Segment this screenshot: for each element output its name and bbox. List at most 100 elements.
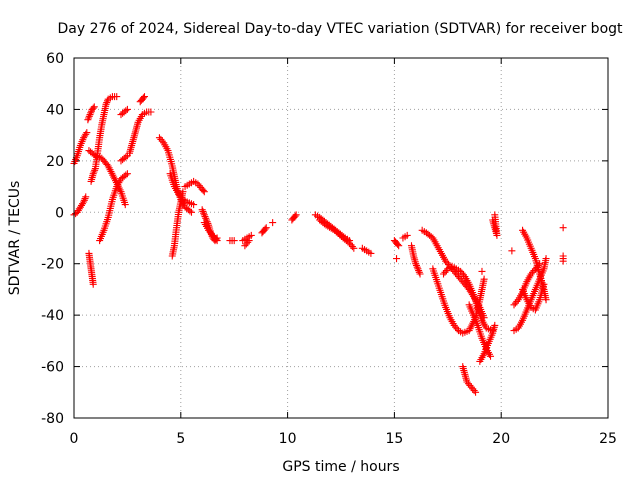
data-point [85, 112, 93, 120]
series-arc-15 [181, 177, 208, 196]
data-point [87, 107, 95, 115]
data-point [415, 267, 423, 275]
data-point [559, 257, 567, 265]
y-tick-label: 20 [46, 154, 64, 170]
y-tick-label: -80 [41, 411, 64, 427]
data-point [82, 193, 90, 201]
chart-title: Day 276 of 2024, Sidereal Day-to-day VTE… [57, 21, 623, 37]
data-point [367, 249, 375, 257]
data-point [491, 321, 499, 329]
series-arc-7 [96, 170, 131, 245]
data-point [198, 206, 206, 214]
x-tick-label: 5 [176, 431, 185, 447]
data-point [123, 170, 131, 178]
data-point [158, 137, 166, 145]
data-point [559, 224, 567, 232]
x-axis-label: GPS time / hours [282, 459, 399, 475]
data-point [123, 105, 131, 113]
series-arc-43 [519, 226, 550, 304]
data-point [90, 150, 98, 158]
data-point [89, 170, 97, 178]
series-arc-10 [126, 108, 155, 157]
grid-layer [74, 58, 608, 418]
data-point [472, 388, 480, 396]
data-point [269, 219, 277, 227]
y-tick-label: 40 [46, 102, 64, 118]
data-point [90, 168, 98, 176]
data-point [542, 255, 550, 263]
data-point [336, 231, 344, 239]
data-point [291, 212, 299, 220]
series-arc-27 [390, 237, 403, 250]
series-arc-33 [440, 262, 497, 335]
series-arc-8 [117, 105, 131, 119]
series-arc-36 [476, 321, 499, 365]
data-point [79, 200, 87, 208]
data-point [90, 103, 98, 111]
data-point [80, 198, 88, 206]
data-point [416, 270, 424, 278]
series-arc-28 [393, 255, 401, 263]
data-point [245, 237, 253, 245]
data-point [470, 387, 478, 395]
data-point [395, 242, 403, 250]
data-point [453, 325, 461, 333]
series-arc-30 [407, 242, 424, 278]
data-point [348, 243, 356, 251]
data-point [344, 238, 352, 246]
data-point [459, 271, 467, 279]
data-point [487, 352, 495, 360]
data-point [87, 109, 95, 117]
y-tick-label: 0 [55, 205, 64, 221]
data-point [199, 186, 207, 194]
series-arc-37 [478, 267, 486, 275]
series-arc-26 [358, 244, 375, 257]
series-arc-34 [459, 363, 480, 396]
data-point [121, 201, 129, 209]
x-tick-label: 25 [599, 431, 617, 447]
x-tick-label: 20 [492, 431, 510, 447]
data-point [91, 166, 99, 174]
tick-layer: 0 5 10 15 20 25 -80 -60 -40 -20 0 20 40 60 [41, 51, 617, 447]
y-tick-label: 60 [46, 51, 64, 67]
data-point [102, 100, 110, 108]
y-tick-label: -60 [41, 360, 64, 376]
data-point [412, 261, 420, 269]
data-point [86, 111, 94, 119]
data-point [292, 211, 300, 219]
data-point [103, 99, 111, 107]
data-point [350, 244, 358, 252]
series-arc-2 [70, 193, 90, 219]
data-point [201, 213, 209, 221]
data-point [147, 108, 155, 116]
series-arc-45 [559, 252, 567, 265]
data-point [331, 226, 339, 234]
data-point [212, 235, 220, 243]
data-point [202, 214, 210, 222]
data-point [394, 240, 402, 248]
data-point [412, 260, 420, 268]
data-point [491, 211, 499, 219]
data-point [478, 267, 486, 275]
series-arc-3 [84, 103, 98, 124]
data-point [200, 209, 208, 217]
data-point [179, 188, 187, 196]
data-point [187, 208, 195, 216]
data-point [139, 94, 147, 102]
data-point [403, 231, 411, 239]
x-tick-label: 15 [385, 431, 403, 447]
data-point [122, 107, 130, 115]
data-point [140, 93, 148, 101]
series-arc-11 [136, 93, 148, 106]
data-point [83, 129, 91, 137]
series-arc-25 [316, 216, 358, 252]
y-tick-label: -20 [41, 257, 64, 273]
y-axis-label: SDTVAR / TECUs [7, 181, 23, 296]
data-point [442, 267, 450, 275]
data-point [89, 104, 97, 112]
data-point [542, 296, 550, 304]
data-point [230, 237, 238, 245]
series-arc-21 [258, 224, 270, 237]
